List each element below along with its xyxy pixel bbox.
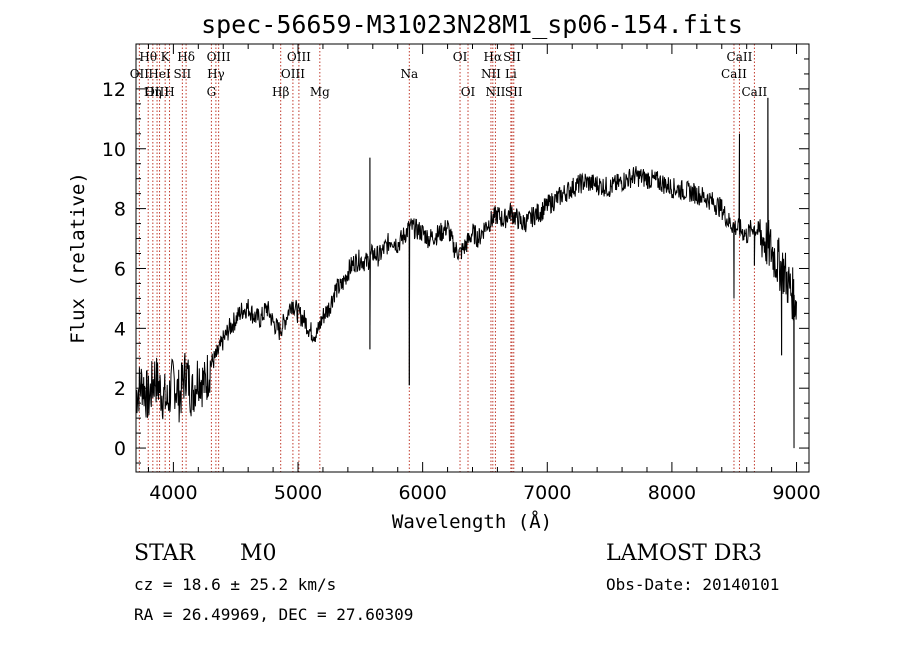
y-tick-label: 0 — [114, 438, 126, 460]
y-tick-label: 2 — [114, 378, 126, 400]
annotation-label: NII — [481, 67, 501, 81]
y-tick-labels: 0 2 4 6 8 10 12 — [102, 79, 126, 460]
y-tick-label: 10 — [102, 139, 126, 161]
x-tick-label: 7000 — [523, 482, 571, 504]
y-tick-label: 4 — [114, 318, 126, 340]
annotation-label: G — [207, 85, 217, 99]
y-tick-label: 6 — [114, 258, 126, 280]
annotation-label: Hγ — [207, 67, 225, 81]
spectral-features — [369, 97, 795, 449]
annotation-label: CaII — [741, 85, 767, 99]
annotation-label: OIII — [145, 85, 169, 99]
x-tick-labels: 4000 5000 6000 7000 8000 9000 — [149, 482, 821, 504]
plot-frame — [135, 43, 810, 473]
y-tick-label: 8 — [114, 199, 126, 221]
x-tick-label: 8000 — [648, 482, 696, 504]
annotation-label: Li — [505, 67, 517, 81]
annotation-label: CaII — [721, 67, 747, 81]
x-tick-label: 5000 — [274, 482, 322, 504]
annotation-lines — [138, 44, 755, 472]
x-tick-label: 9000 — [772, 482, 820, 504]
observation-date: Obs-Date: 20140101 — [606, 575, 779, 594]
y-axis-label: Flux (relative) — [67, 172, 89, 344]
object-subclass: M0 — [240, 541, 277, 566]
y-tick-label: 12 — [102, 79, 126, 101]
x-tick-label: 6000 — [398, 482, 446, 504]
annotation-label: NII — [485, 85, 505, 99]
annotation-label: Hθ — [139, 50, 157, 64]
annotation-label: Hδ — [177, 50, 195, 64]
annotation-label: SII — [503, 50, 521, 64]
annotation-label: Hη — [144, 85, 162, 99]
annotation-label: SII — [505, 85, 523, 99]
annotation-label: OIII — [287, 50, 311, 64]
sky-coordinates: RA = 26.49969, DEC = 27.60309 — [134, 605, 413, 624]
redshift-value: cz = 18.6 ± 25.2 km/s — [134, 575, 336, 594]
annotation-label: HeI — [148, 67, 171, 81]
annotation-label: OI — [461, 85, 476, 99]
annotation-label: OIII — [281, 67, 305, 81]
annotation-label: SII — [174, 67, 192, 81]
object-class: STAR — [134, 541, 196, 566]
annotation-label: Na — [400, 67, 418, 81]
annotation-label: Mg — [310, 85, 330, 99]
annotation-label: CaII — [727, 50, 753, 64]
chart-title: spec-56659-M31023N28M1_sp06-154.fits — [201, 10, 743, 39]
x-tick-label: 4000 — [149, 482, 197, 504]
annotation-label: OI — [453, 50, 468, 64]
spectrum-line — [135, 97, 797, 449]
annotation-label: Hα — [484, 50, 503, 64]
annotation-label: OIII — [207, 50, 231, 64]
annotation-label: K — [161, 50, 171, 64]
axis-ticks — [136, 44, 809, 472]
survey-name: LAMOST DR3 — [606, 541, 762, 566]
annotation-label: H — [164, 85, 174, 99]
x-axis-label: Wavelength (Å) — [392, 510, 552, 533]
annotation-label: Hβ — [272, 85, 289, 99]
